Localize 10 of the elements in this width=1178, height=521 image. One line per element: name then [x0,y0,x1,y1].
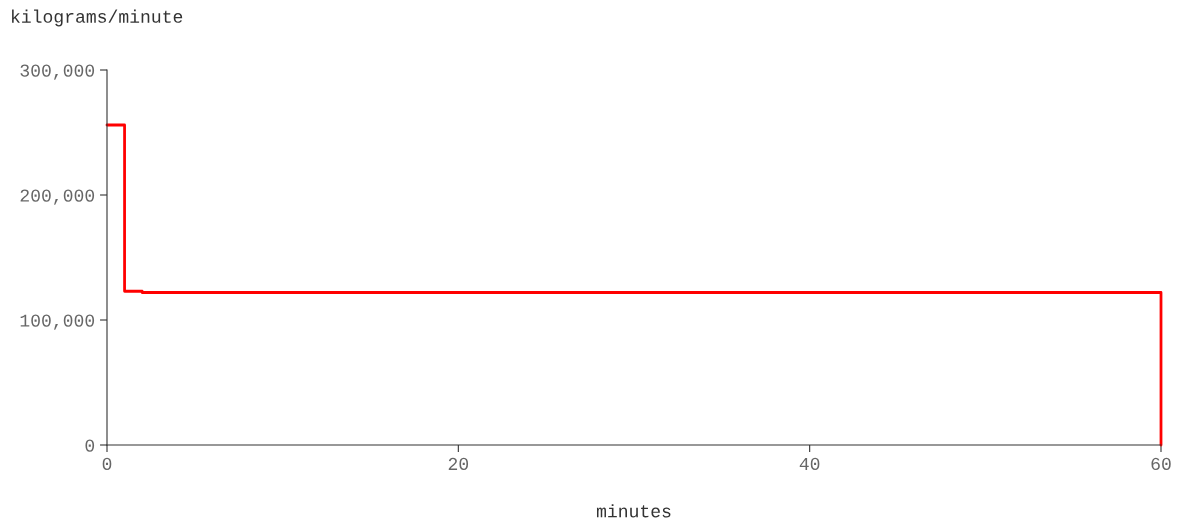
y-tick-label: 300,000 [20,64,95,80]
y-axis-title: kilograms/minute [12,9,183,27]
x-tick-label: 60 [1151,457,1171,471]
x-tick-label: 40 [799,457,820,471]
y-tick-label: 200,000 [20,189,95,205]
y-tick-label: 100,000 [20,314,95,330]
x-axis-title: minutes [596,504,671,518]
x-tick-label: 0 [102,457,112,471]
x-tick-label: 20 [448,457,469,471]
y-tick-label: 0 [85,439,95,452]
